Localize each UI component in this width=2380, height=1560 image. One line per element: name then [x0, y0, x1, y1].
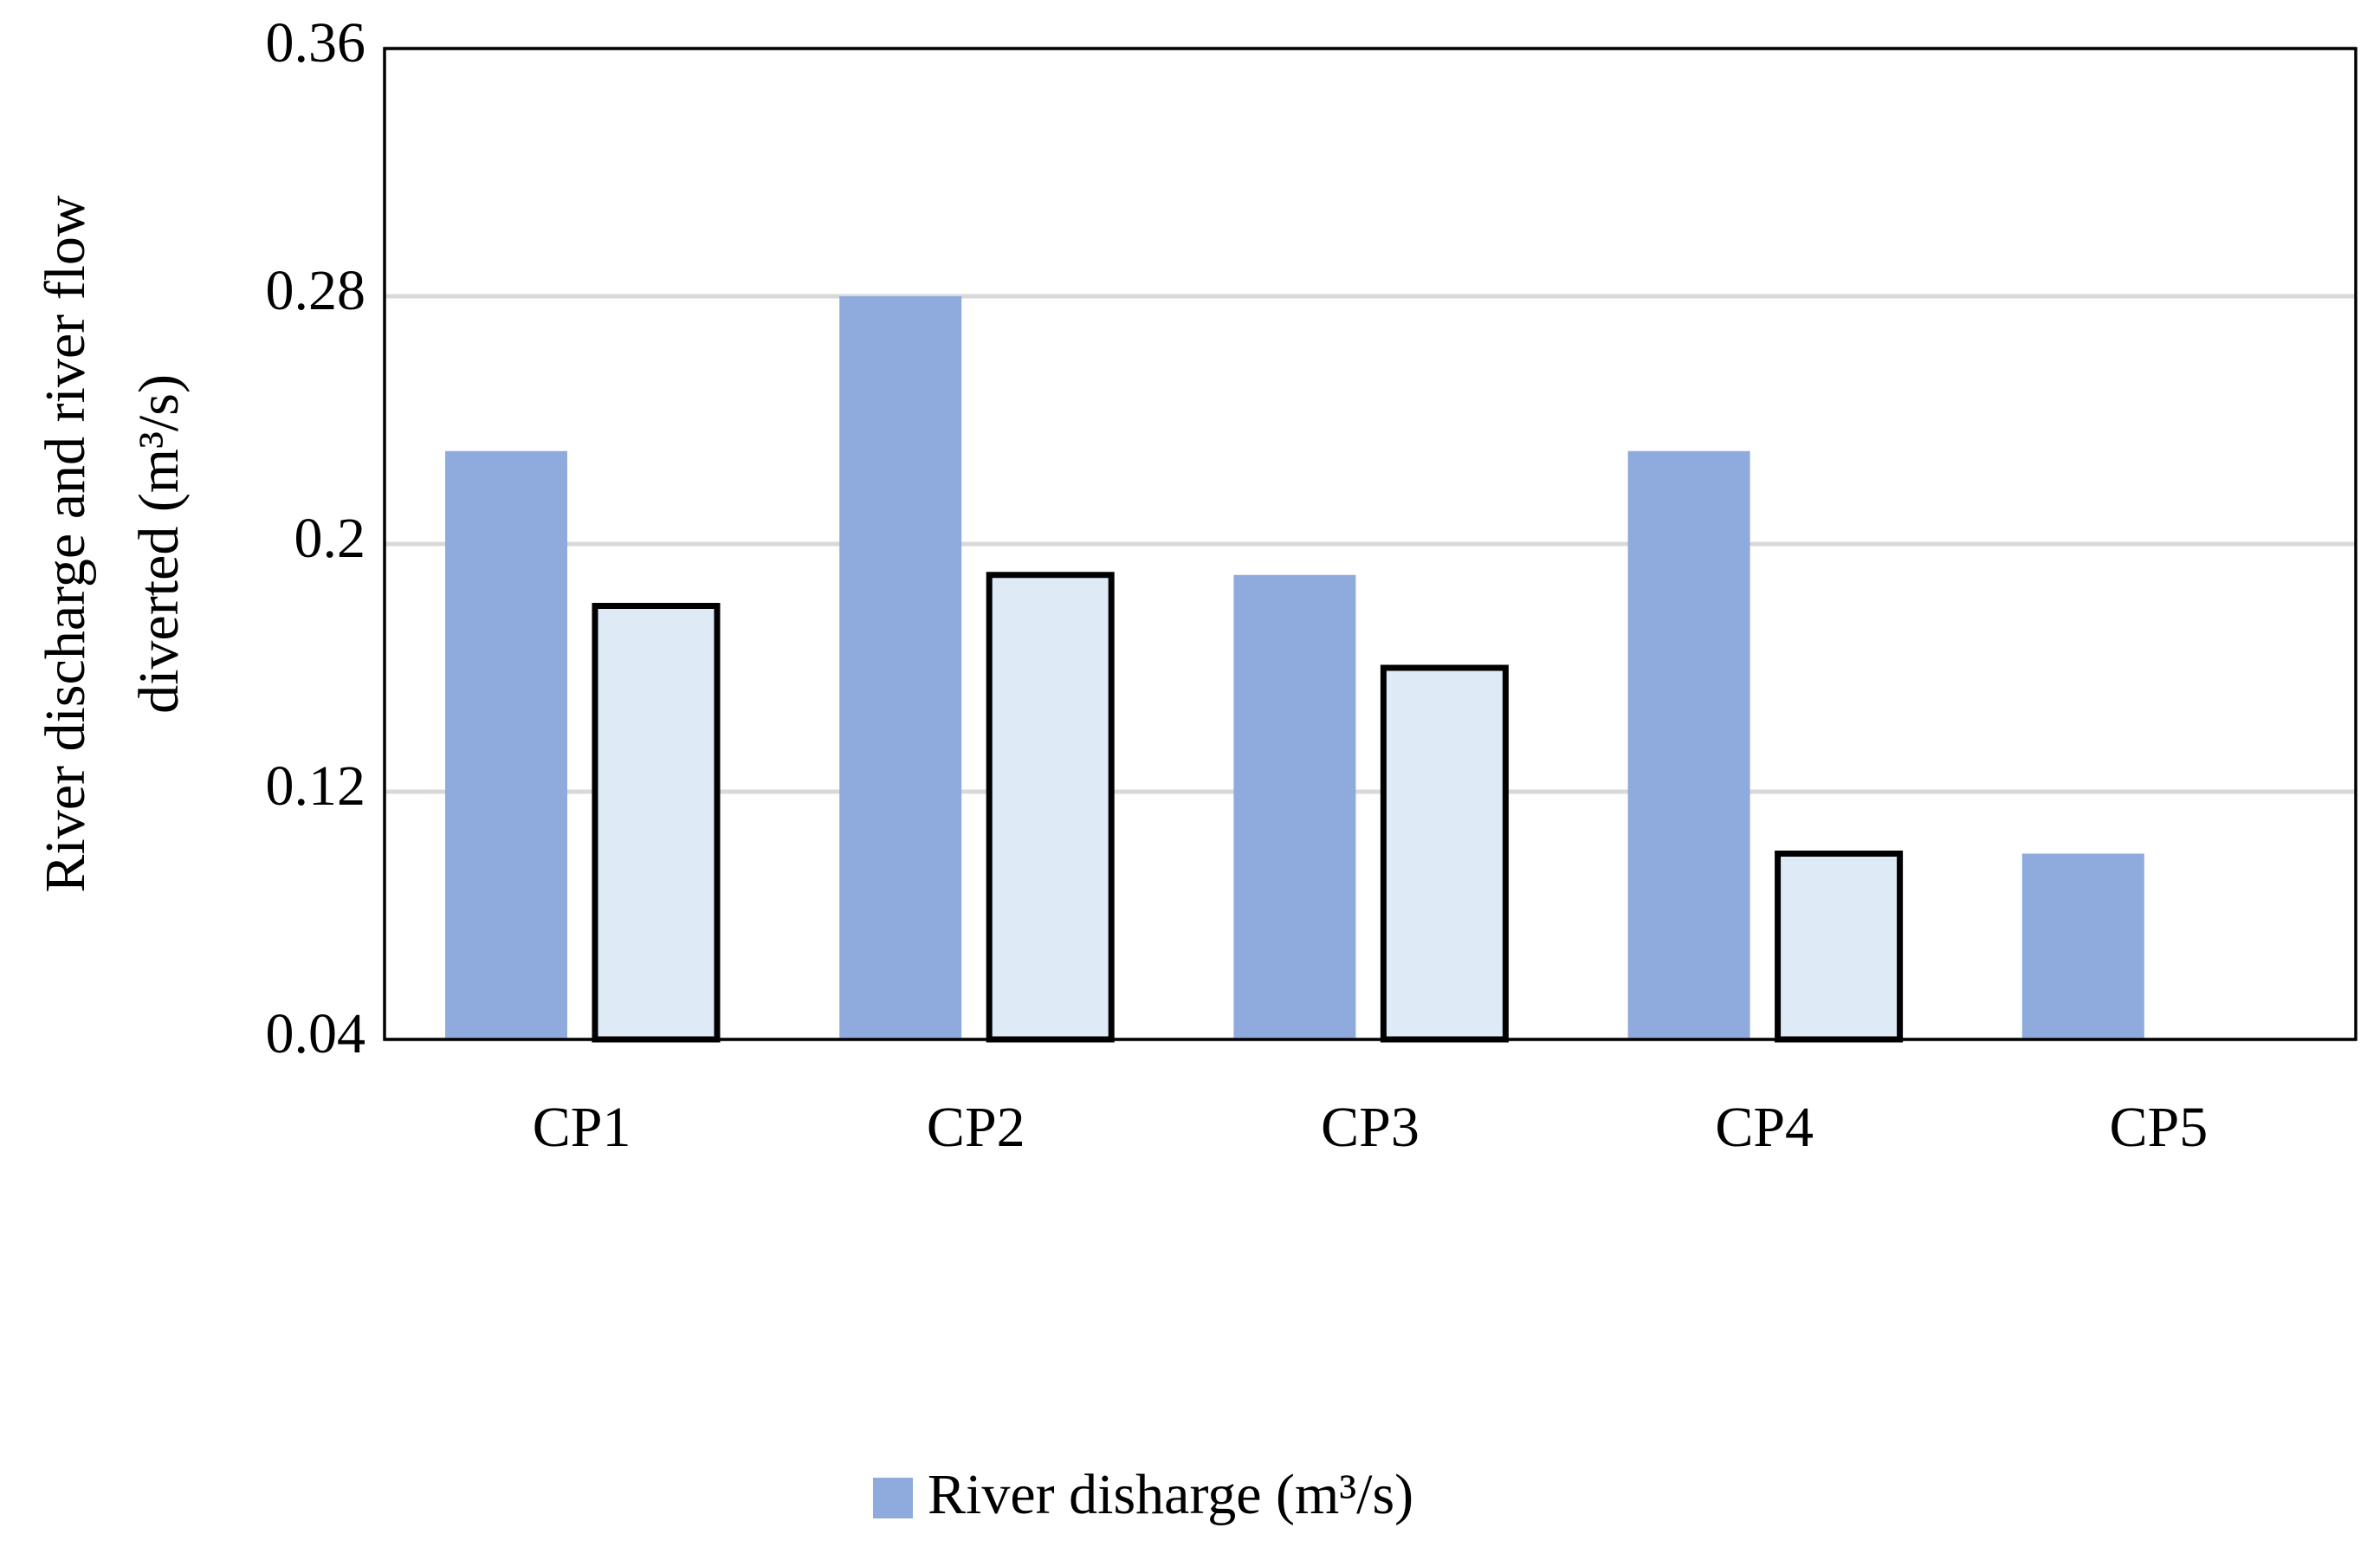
y-tick-label: 0.28: [266, 259, 366, 322]
bar: [839, 296, 962, 1039]
x-tick-label: CP1: [533, 1096, 631, 1159]
legend-label: River disharge (m³/s): [928, 1463, 1413, 1526]
bars: [445, 296, 2144, 1043]
x-tick-label: CP2: [927, 1096, 1025, 1159]
bar: [1775, 851, 1904, 1043]
plot-frame: [383, 47, 2357, 1041]
y-axis-label: diverted (m³/s): [127, 374, 191, 714]
labels: 0.04 0.12 0.2 0.28 0.36 River discharge and r…: [34, 11, 2208, 1526]
x-tick-label: CP5: [2110, 1096, 2209, 1159]
x-tick-label: CP4: [1715, 1096, 1814, 1159]
y-tick-label: 0.2: [294, 507, 366, 570]
bar: [2021, 853, 2144, 1039]
bar: [592, 603, 721, 1043]
bar: [986, 572, 1115, 1043]
bar: [445, 450, 567, 1039]
bar: [1380, 664, 1509, 1043]
x-tick-label: CP3: [1321, 1096, 1420, 1159]
bar: [1233, 574, 1356, 1039]
y-axis-label: River discharge and river flow: [34, 195, 97, 893]
y-tick-label: 0.36: [266, 11, 366, 74]
y-tick-label: 0.04: [266, 1002, 366, 1065]
legend-swatch: [873, 1478, 913, 1518]
y-tick-label: 0.12: [266, 754, 366, 818]
bar: [1627, 450, 1750, 1039]
